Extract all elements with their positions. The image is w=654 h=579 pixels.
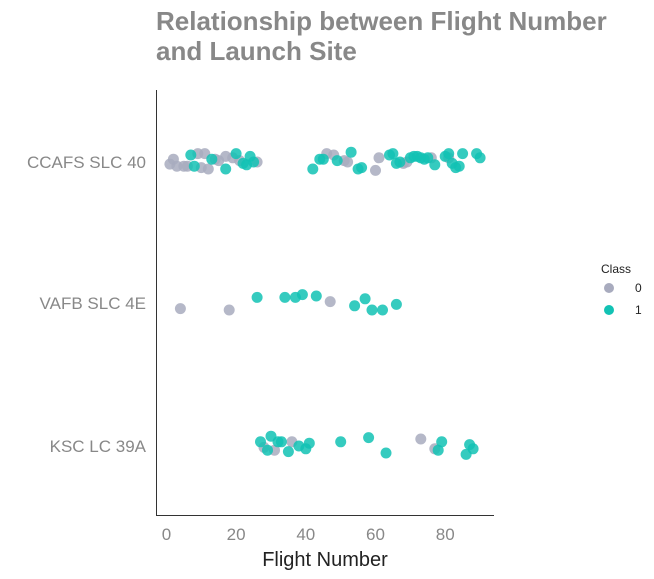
data-point-class-0 (370, 164, 381, 176)
data-point-class-1 (349, 300, 361, 312)
legend: Class 0 1 (601, 262, 642, 317)
data-point-class-1 (345, 146, 357, 158)
data-point-class-0 (373, 152, 385, 164)
data-point-class-1 (248, 156, 260, 168)
x-axis-label: Flight Number (262, 549, 388, 571)
data-point-class-1 (380, 447, 392, 459)
data-point-class-1 (307, 163, 319, 175)
data-point-class-1 (255, 436, 266, 448)
data-point-class-1 (230, 148, 242, 160)
data-point-class-1 (443, 148, 455, 160)
data-point-class-1 (251, 291, 263, 303)
x-tick-label: 60 (366, 525, 385, 544)
y-tick-label: KSC LC 39A (50, 437, 147, 456)
legend-marker (604, 305, 614, 315)
data-point-class-1 (275, 436, 287, 448)
data-point-class-0 (415, 433, 427, 445)
data-point-class-1 (262, 444, 273, 456)
data-point-class-0 (174, 303, 186, 315)
x-tick-label: 20 (227, 525, 246, 544)
data-point-class-1 (331, 155, 343, 167)
legend-label: 1 (635, 303, 642, 317)
y-tick-labels: CCAFS SLC 40 VAFB SLC 4E KSC LC 39A (27, 153, 147, 456)
data-point-class-1 (422, 152, 434, 164)
data-point-class-1 (356, 162, 368, 174)
data-point-class-1 (457, 148, 469, 160)
chart-title: Relationship between Flight Number and L… (156, 6, 607, 66)
data-point-class-0 (342, 156, 354, 168)
data-point-class-1 (474, 152, 486, 164)
data-point-class-1 (206, 153, 218, 165)
data-point-class-1 (394, 156, 406, 168)
data-point-class-1 (185, 149, 197, 161)
legend-title: Class (601, 262, 631, 276)
data-point-class-1 (188, 160, 200, 172)
data-point-class-1 (279, 291, 291, 303)
data-point-class-1 (429, 159, 441, 171)
data-point-class-1 (359, 293, 371, 305)
legend-label: 0 (635, 281, 642, 295)
x-tick-label: 0 (162, 525, 171, 544)
x-tick-label: 80 (436, 525, 455, 544)
data-point-class-1 (335, 436, 347, 448)
data-point-class-1 (303, 437, 315, 449)
data-point-class-1 (390, 298, 402, 310)
data-point-class-1 (317, 153, 329, 165)
data-point-class-1 (310, 290, 322, 302)
data-point-class-1 (220, 163, 232, 175)
points-layer (164, 146, 486, 460)
data-point-class-1 (282, 446, 294, 458)
data-point-class-1 (363, 432, 375, 444)
data-point-class-1 (453, 160, 465, 172)
x-tick-labels: 0 20 40 60 80 (162, 525, 455, 544)
y-tick-label: VAFB SLC 4E (40, 294, 146, 313)
data-point-class-1 (432, 444, 444, 456)
data-point-class-0 (324, 296, 336, 308)
legend-marker (604, 283, 614, 293)
data-point-class-1 (296, 289, 308, 301)
data-point-class-0 (223, 304, 235, 316)
data-point-class-1 (467, 443, 479, 455)
data-point-class-1 (436, 436, 448, 448)
data-point-class-0 (202, 163, 214, 175)
x-tick-label: 40 (296, 525, 315, 544)
y-tick-label: CCAFS SLC 40 (27, 153, 146, 172)
data-point-class-1 (366, 304, 378, 316)
data-point-class-1 (387, 148, 399, 160)
data-point-class-1 (377, 304, 388, 316)
